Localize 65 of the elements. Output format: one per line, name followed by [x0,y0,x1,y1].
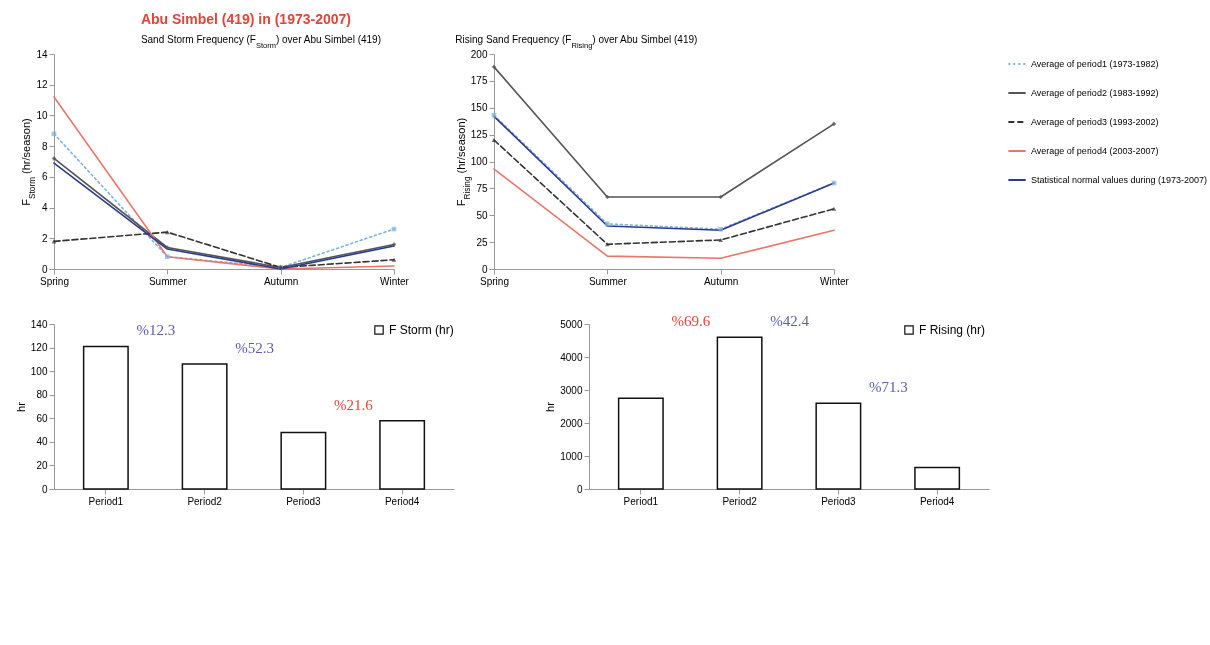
y-tick-label: 1000 [560,450,583,462]
y-tick-label: 4 [41,202,48,214]
y-tick-label: 6 [41,171,48,183]
y-tick-label: 0 [576,483,583,495]
legend-label: Statistical normal values during (1973-2007) [1031,175,1208,185]
y-tick-label: 3000 [560,384,583,396]
x-tick-label: Period4 [919,495,955,507]
y-tick-label: 12 [36,79,48,91]
x-tick-label: Period2 [722,495,758,507]
x-tick-label: Period3 [286,495,322,507]
legend-label: Average of period2 (1983-1992) [1031,88,1159,98]
x-tick-label: Period4 [384,495,420,507]
y-tick-label: 14 [36,48,48,60]
chart-title: Rising Sand Frequency (F$_{Rising}$) over Abu Simbel (419) [455,34,698,50]
x-tick-label: Period1 [623,495,659,507]
y-tick-label: 100 [30,365,48,377]
y-tick-label: 4000 [560,351,583,363]
x-tick-label: Spring [480,275,509,287]
annotation: %69.6 [671,313,711,330]
legend-label: Average of period4 (2003-2007) [1031,146,1159,156]
annotation: %71.3 [869,379,908,396]
y-tick-label: 25 [476,236,488,248]
chart-subtitle: Sand Storm Frequency (F$_{Storm}$) over Abu Simbel (419) [140,34,381,50]
chart-title: Abu Simbel (419) in (1973-2007) [140,11,351,27]
x-tick-label: Winter [820,275,850,287]
annotation: %52.3 [235,340,274,357]
y-tick-label: 0 [41,263,48,275]
y-tick-label: 8 [41,140,48,152]
y-tick-label: 140 [30,318,48,330]
y-tick-label: 125 [470,129,488,141]
x-tick-label: Period3 [821,495,857,507]
y-tick-label: 50 [476,209,488,221]
x-tick-label: Summer [148,275,188,287]
legend-label: Average of period1 (1973-1982) [1031,59,1159,69]
y-tick-label: 0 [41,483,48,495]
legend-label: F Rising (hr) [919,323,986,337]
y-tick-label: 60 [36,412,48,424]
annotation: %42.4 [770,313,810,330]
legend-label: F Storm (hr) [389,323,454,337]
x-tick-label: Spring [40,275,69,287]
x-tick-label: Period2 [187,495,223,507]
y-tick-label: 80 [36,389,48,401]
y-tick-label: 0 [481,263,488,275]
y-tick-label: 20 [36,459,48,471]
y-tick-label: 120 [30,342,48,354]
y-tick-label: 40 [36,436,48,448]
y-tick-label: 75 [476,182,488,194]
y-tick-label: 100 [470,156,488,167]
y-axis-title: hr [544,401,557,412]
annotation: %12.3 [136,322,176,339]
x-tick-label: Period1 [88,495,124,507]
legend-label: Average of period3 (1993-2002) [1031,117,1159,127]
annotation: %21.6 [334,396,374,413]
y-tick-label: 2 [41,232,48,244]
y-tick-label: 175 [470,75,488,87]
y-tick-label: 200 [470,48,488,60]
y-tick-label: 150 [470,102,488,114]
y-tick-label: 2000 [560,417,583,429]
y-tick-label: 10 [36,109,48,121]
x-tick-label: Summer [588,275,628,287]
x-tick-label: Autumn [263,275,299,287]
y-axis-title: hr [14,401,27,412]
y-tick-label: 5000 [560,318,583,330]
x-tick-label: Autumn [703,275,739,287]
x-tick-label: Winter [380,275,410,287]
